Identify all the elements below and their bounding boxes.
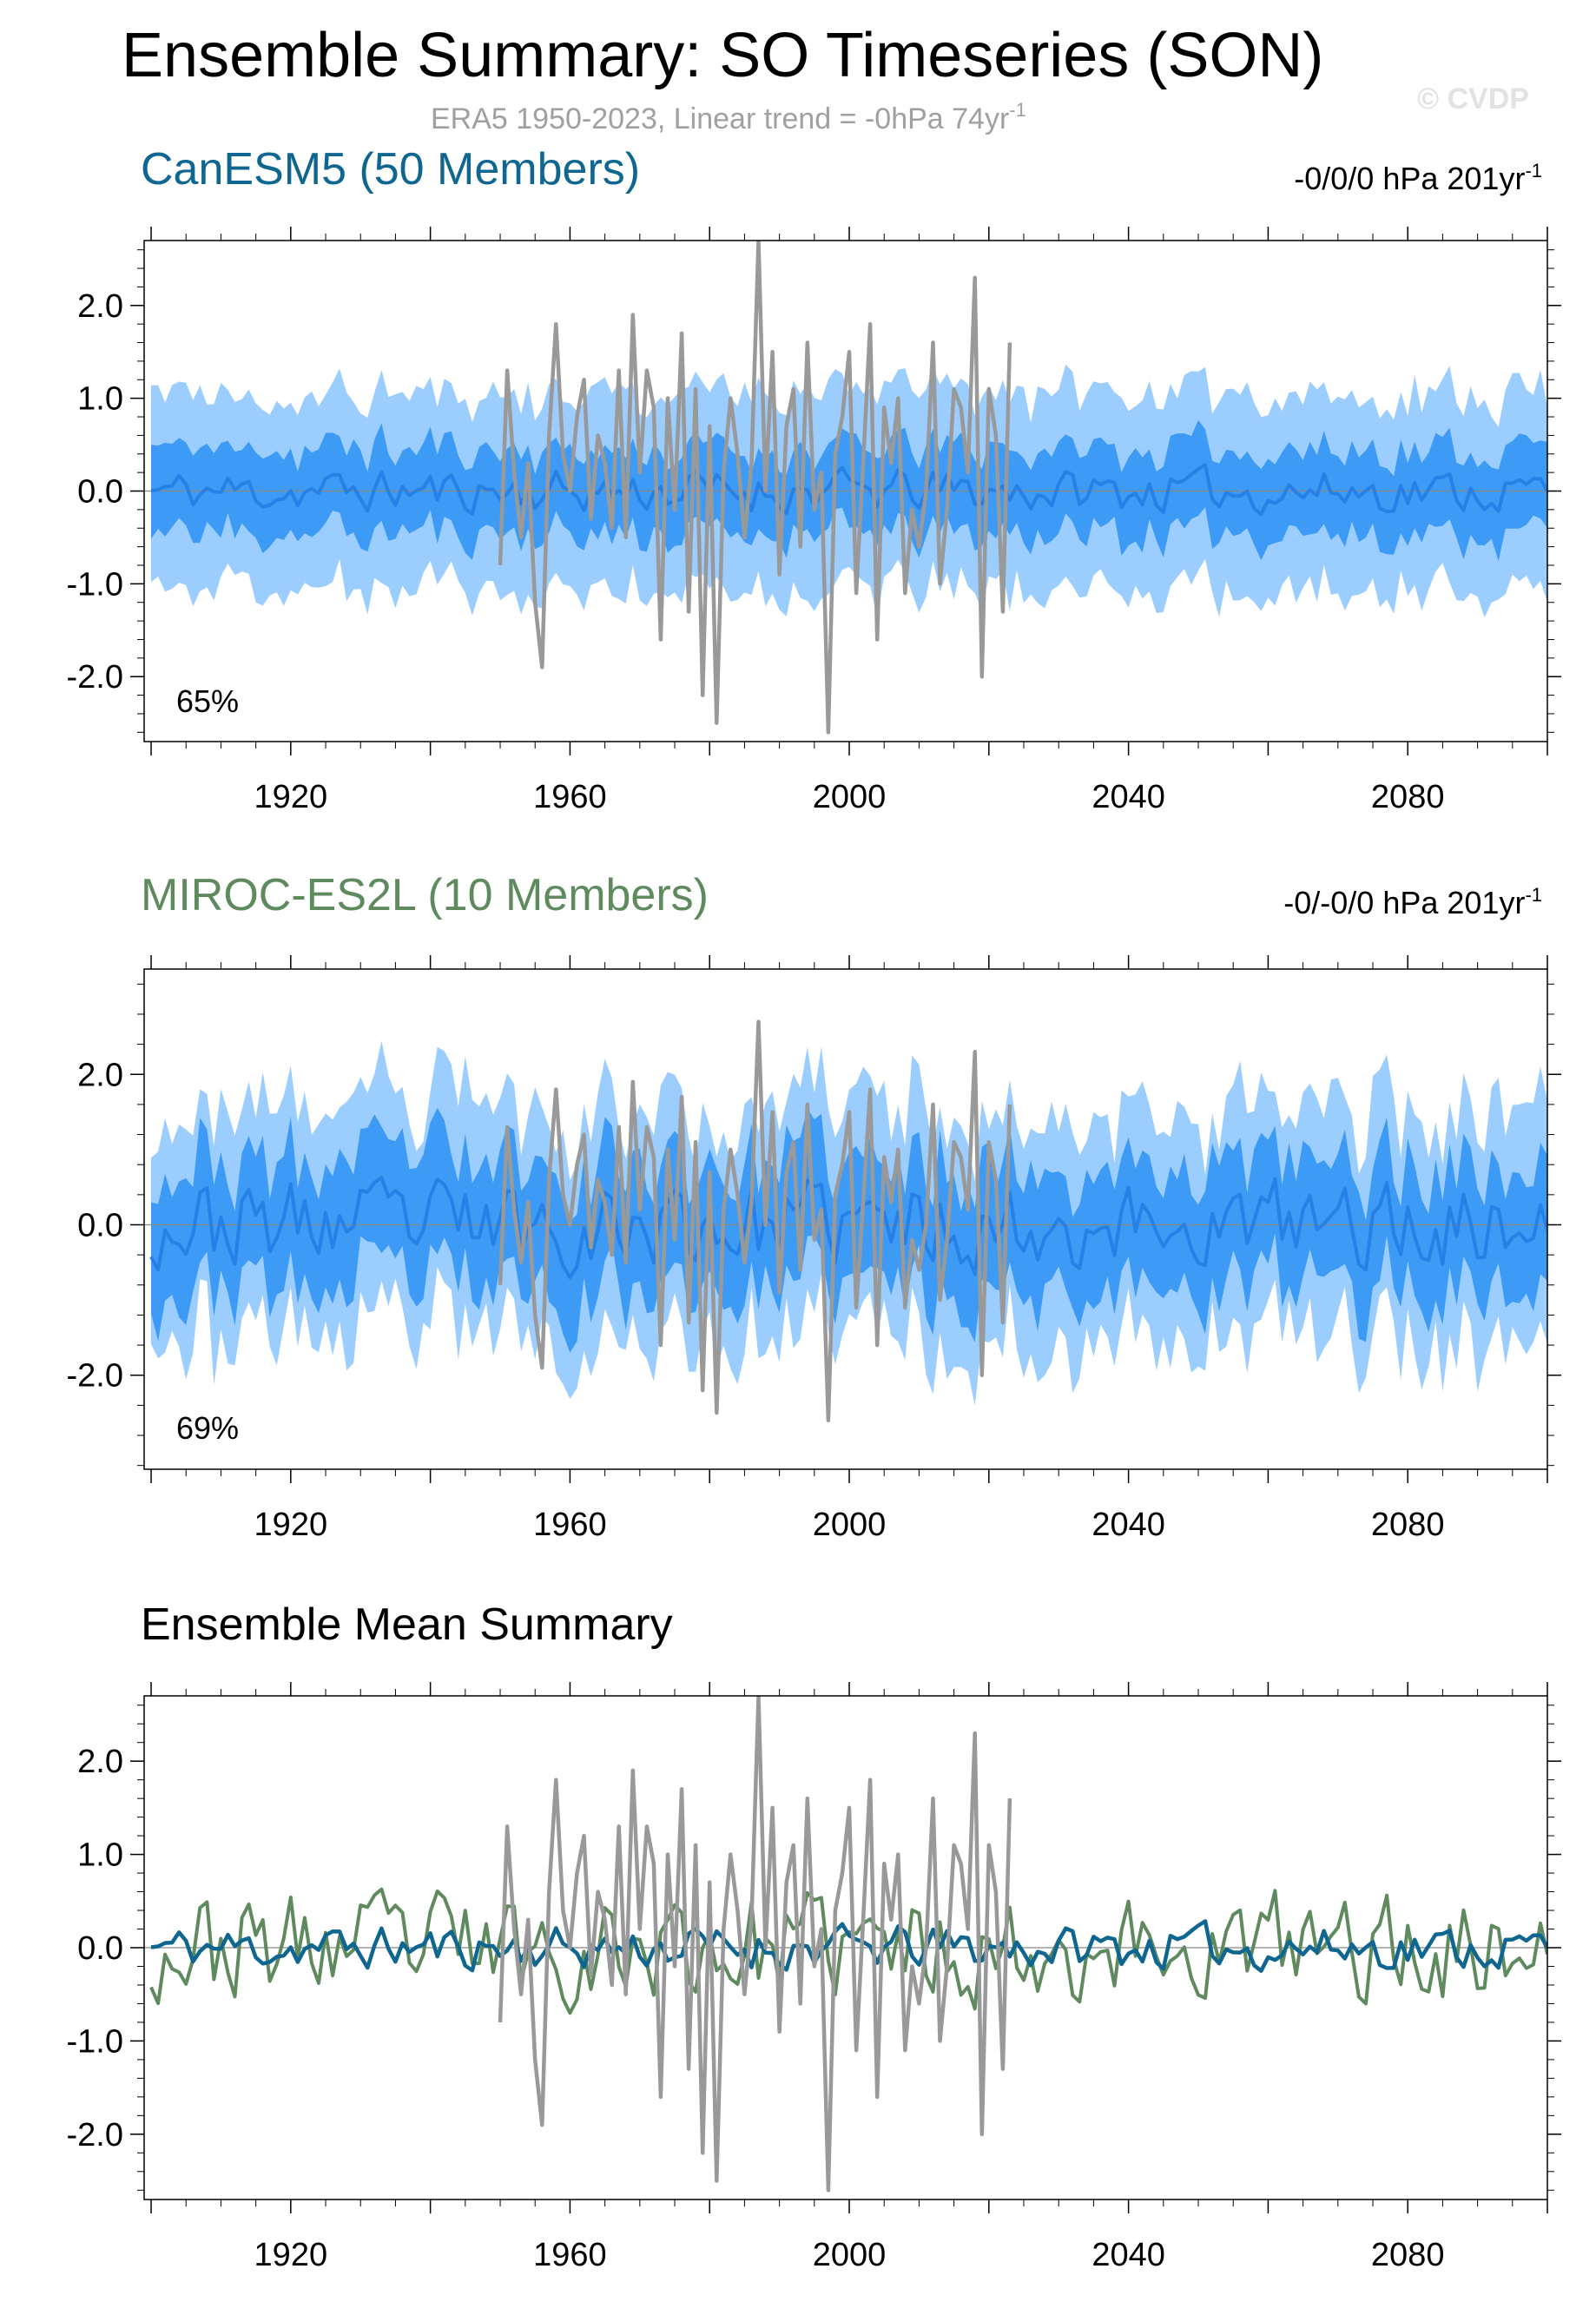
y-tick-label: 0.0: [77, 1930, 123, 1967]
x-tick-label: 2040: [1091, 779, 1165, 815]
trend-text: -0/0/0 hPa 201yr: [1294, 161, 1525, 196]
trend-label: -0/-0/0 hPa 201yr-1: [1283, 884, 1542, 920]
cvdp-watermark: © CVDP: [1417, 82, 1529, 115]
plot-frame: [143, 968, 1548, 1470]
panel-canesm5: CanESM5 (50 Members) -0/0/0 hPa 201yr-1 2.…: [67, 144, 1561, 815]
percent-label: 69%: [176, 1410, 239, 1446]
figure-subtitle-sup: -1: [1009, 99, 1026, 121]
y-tick-label: 1.0: [77, 1837, 123, 1874]
ensemble-mean-line: [149, 1176, 1547, 1280]
x-tick-label: 2000: [813, 779, 887, 815]
y-tick-label: 2.0: [77, 288, 123, 325]
y-tick-label: -2.0: [67, 1358, 123, 1395]
era5-obs-line: [498, 241, 1012, 735]
y-tick-label: -1.0: [67, 566, 123, 603]
x-tick-label: 2000: [813, 1507, 887, 1543]
era5-obs-line: [498, 1019, 1012, 1422]
x-tick-label: 1960: [533, 1507, 607, 1543]
trend-sup: -1: [1525, 884, 1542, 906]
x-tick-label: 1960: [533, 2237, 607, 2273]
plot-area: [144, 241, 1547, 735]
panel-title: MIROC-ES2L (10 Members): [141, 870, 709, 920]
trend-text: -0/-0/0 hPa 201yr: [1283, 885, 1525, 920]
x-tick-label: 2040: [1091, 2237, 1165, 2273]
trend-label: -0/0/0 hPa 201yr-1: [1294, 160, 1542, 196]
y-tick-label: 0.0: [77, 474, 123, 511]
x-tick-label: 2080: [1371, 779, 1445, 815]
x-tick-label: 2000: [813, 2237, 887, 2273]
panel-miroc: MIROC-ES2L (10 Members) -0/-0/0 hPa 201yr…: [67, 870, 1561, 1543]
y-tick-label: 2.0: [77, 1057, 123, 1093]
band-inner: [151, 1107, 1547, 1353]
figure-subtitle-text: ERA5 1950-2023, Linear trend = -0hPa 74y…: [431, 102, 1009, 135]
x-tick-label: 1920: [254, 779, 328, 815]
y-tick-label: 0.0: [77, 1207, 123, 1243]
percent-label: 65%: [176, 683, 239, 719]
figure-subtitle: ERA5 1950-2023, Linear trend = -0hPa 74y…: [431, 99, 1026, 135]
x-tick-label: 2080: [1371, 2237, 1445, 2273]
trend-sup: -1: [1525, 160, 1542, 181]
x-tick-label: 1920: [254, 2237, 328, 2273]
y-tick-label: 1.0: [77, 381, 123, 418]
panel-title: Ensemble Mean Summary: [141, 1599, 673, 1650]
y-tick-label: -2.0: [67, 659, 123, 696]
panel-title: CanESM5 (50 Members): [141, 144, 640, 195]
ensemble-mean-line: [150, 463, 1547, 517]
x-tick-label: 1960: [533, 779, 607, 815]
x-tick-label: 2080: [1371, 1507, 1445, 1543]
y-tick-label: -2.0: [67, 2117, 123, 2153]
y-tick-label: -1.0: [67, 2023, 123, 2060]
panel-ensemble-mean-summary: Ensemble Mean Summary 2.0 1.0 0.0 -1.0 -2.0 19…: [67, 1599, 1561, 2273]
era5-obs-line: [498, 1696, 1012, 2193]
x-tick-label: 1920: [254, 1507, 328, 1543]
figure-title: Ensemble Summary: SO Timeseries (SON): [122, 21, 1323, 90]
x-tick-label: 2040: [1091, 1507, 1165, 1543]
plot-area: [144, 1696, 1547, 2193]
plot-area: [144, 1019, 1547, 1422]
y-tick-label: 2.0: [77, 1744, 123, 1780]
canesm5-mean-line: [150, 1919, 1547, 1973]
